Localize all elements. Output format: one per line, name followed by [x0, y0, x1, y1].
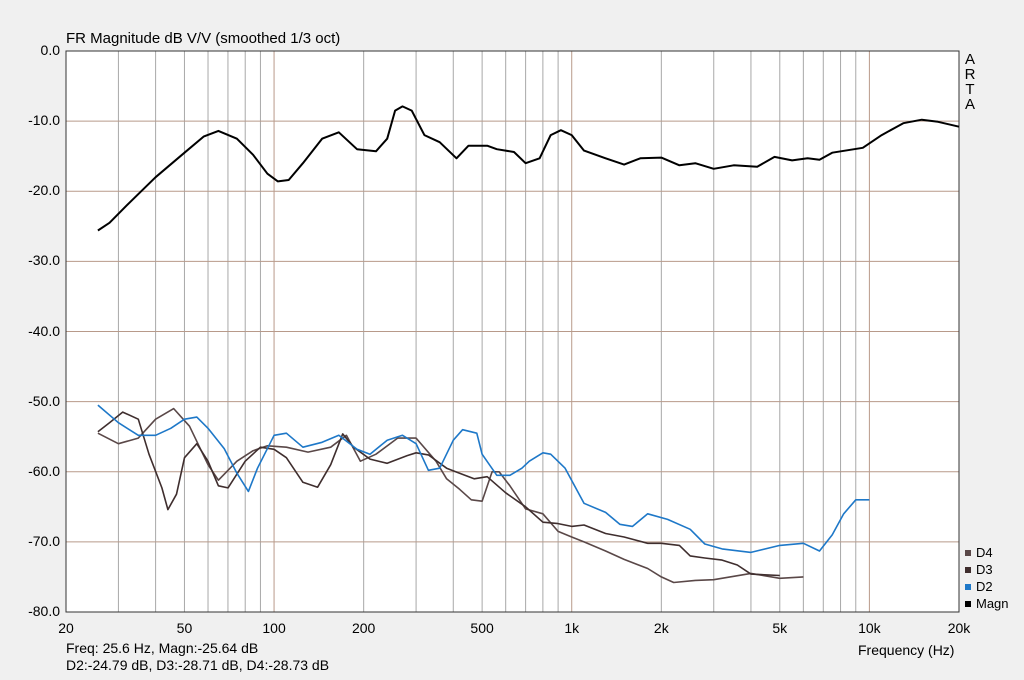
arta-letter: R: [964, 66, 976, 83]
x-tick-label: 100: [262, 620, 286, 636]
arta-letter: A: [964, 51, 975, 68]
x-tick-label: 200: [351, 620, 376, 636]
legend-label: D4: [976, 545, 993, 560]
legend-item-d3[interactable]: D3: [965, 561, 1009, 578]
legend-label: Magn: [976, 596, 1009, 611]
legend: D4 D3 D2 Magn: [965, 544, 1009, 612]
arta-letter: A: [964, 96, 975, 113]
legend-swatch: [965, 600, 971, 607]
series-line-d2: [97, 404, 870, 554]
cursor-readout: Freq: 25.6 Hz, Magn:-25.64 dB D2:-24.79 …: [66, 640, 329, 674]
series-line-d4: [97, 407, 804, 584]
y-tick-label: -50.0: [28, 392, 60, 409]
x-axis-label: Frequency (Hz): [858, 642, 955, 658]
x-tick-label: 500: [470, 620, 494, 636]
readout-line-magnitude: Freq: 25.6 Hz, Magn:-25.64 dB: [66, 640, 259, 656]
arta-letter: T: [965, 81, 975, 98]
legend-label: D2: [976, 579, 993, 594]
x-tick-label: 20k: [947, 620, 971, 636]
plot-frame: [65, 50, 960, 613]
x-tick-label: 50: [176, 620, 193, 636]
x-tick-label: 2k: [653, 620, 669, 636]
series-line-d3: [97, 411, 780, 577]
y-tick-label: -70.0: [28, 532, 60, 549]
y-tick-label: 0.0: [40, 42, 60, 58]
x-tick-label: 10k: [858, 620, 881, 636]
legend-label: D3: [976, 562, 993, 577]
arta-side-label: A R T A: [963, 52, 977, 112]
legend-swatch: [965, 549, 971, 556]
legend-swatch: [965, 566, 971, 573]
series-line-magn: [97, 105, 960, 232]
y-tick-label: -10.0: [28, 112, 60, 129]
x-tick-label: 1k: [564, 620, 580, 636]
x-tick-label: 5k: [772, 620, 788, 636]
y-tick-label: -80.0: [28, 603, 60, 619]
legend-swatch: [965, 583, 971, 590]
x-tick-label: 20: [58, 620, 74, 636]
legend-item-d2[interactable]: D2: [965, 578, 1009, 595]
y-tick-label: -20.0: [28, 182, 60, 199]
legend-item-d4[interactable]: D4: [965, 544, 1009, 561]
chart-title: FR Magnitude dB V/V (smoothed 1/3 oct): [66, 30, 341, 47]
y-tick-label: -60.0: [28, 462, 60, 479]
legend-item-magn[interactable]: Magn: [965, 595, 1009, 612]
y-tick-label: -40.0: [28, 322, 60, 339]
readout-line-distortion: D2:-24.79 dB, D3:-28.71 dB, D4:-28.73 dB: [66, 657, 330, 673]
y-tick-label: -30.0: [28, 252, 60, 269]
